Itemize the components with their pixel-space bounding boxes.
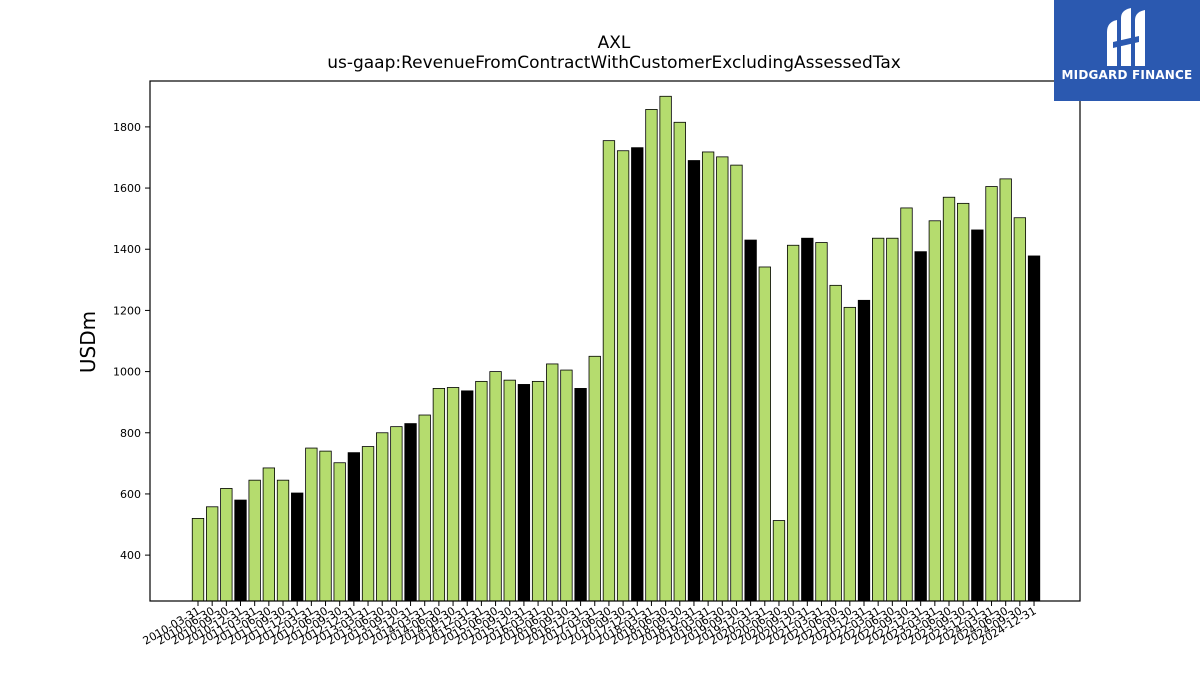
midgard-logo-icon	[1107, 8, 1145, 66]
bar-2016-03-31	[531, 380, 545, 602]
bar-2020-03-31	[758, 266, 771, 602]
bar-2024-06-30	[999, 178, 1012, 602]
bar-2012-12-31	[347, 452, 361, 602]
bar-2016-09-30	[560, 369, 573, 602]
y-axis-label: USDm	[76, 311, 100, 373]
bar-2024-09-30	[1013, 217, 1027, 602]
bar-2013-06-30	[376, 432, 389, 602]
bar-2020-12-31	[801, 237, 814, 602]
bar-2014-09-30	[446, 387, 460, 602]
bar-2012-09-30	[333, 462, 346, 602]
bar-2015-06-30	[489, 371, 502, 602]
y-tick-label: 800	[120, 427, 141, 440]
bar-2021-03-31	[815, 242, 828, 602]
bar-2015-03-31	[475, 380, 488, 602]
bar-2021-12-31	[857, 299, 871, 602]
bar-2017-09-30	[616, 150, 630, 602]
y-tick-label: 1400	[113, 243, 141, 256]
bar-2020-06-30	[772, 520, 786, 602]
y-axis: 400 600 800 1000 1200 1400 1600 1800	[113, 121, 150, 562]
bar-2012-06-30	[319, 450, 332, 602]
plot-frame	[149, 80, 1081, 602]
bar-2019-06-30	[716, 156, 729, 602]
y-tick-label: 1200	[113, 304, 141, 317]
bar-2012-03-31	[305, 447, 318, 602]
bar-2022-09-30	[900, 207, 913, 602]
bar-2017-12-31	[631, 147, 644, 602]
y-tick-label: 1000	[113, 366, 141, 379]
bar-2022-06-30	[886, 237, 899, 602]
bar-2011-12-31	[291, 492, 304, 602]
bar-2018-03-31	[645, 109, 658, 602]
chart-title: AXL	[598, 33, 631, 53]
bar-2017-06-30	[602, 140, 616, 602]
bar-2010-12-31	[234, 499, 247, 602]
bar-2011-06-30	[262, 467, 276, 602]
bar-2017-03-31	[588, 355, 601, 602]
bar-2023-06-30	[942, 196, 956, 602]
bar-2010-03-31	[191, 518, 205, 602]
bar-2024-03-31	[985, 186, 998, 602]
y-tick-label: 600	[120, 488, 141, 501]
chart-subtitle: us-gaap:RevenueFromContractWithCustomerE…	[327, 53, 901, 73]
bars-group	[191, 95, 1041, 602]
bar-2010-09-30	[220, 488, 233, 602]
bar-2014-03-31	[418, 414, 431, 602]
bar-2013-12-31	[404, 423, 417, 602]
bar-2023-09-30	[957, 202, 970, 602]
bar-2022-12-31	[914, 251, 927, 602]
bar-2019-03-31	[701, 151, 715, 602]
bar-2018-12-31	[687, 160, 701, 602]
bar-2018-06-30	[659, 95, 672, 602]
bar-2021-06-30	[829, 284, 842, 602]
bar-2016-12-31	[574, 388, 587, 602]
y-tick-label: 1600	[113, 182, 141, 195]
brand-name: MIDGARD FINANCE	[1061, 68, 1193, 82]
bar-2013-09-30	[390, 426, 403, 602]
bar-2023-03-31	[928, 220, 941, 602]
bar-2023-12-31	[971, 229, 984, 602]
y-tick-label: 400	[120, 549, 141, 562]
bar-2014-06-30	[432, 388, 446, 602]
bar-2013-03-31	[361, 446, 375, 602]
y-tick-label: 1800	[113, 121, 141, 134]
bar-2015-09-30	[503, 379, 516, 602]
bar-2010-06-30	[206, 506, 219, 602]
x-axis: 2010-03-312010-06-302010-09-302010-12-31…	[141, 601, 1039, 648]
bar-2016-06-30	[546, 363, 559, 602]
bar-2022-03-31	[872, 237, 885, 602]
brand-logo: MIDGARD FINANCE	[1054, 0, 1200, 101]
bar-2021-09-30	[843, 306, 856, 602]
bar-2020-09-30	[786, 244, 800, 602]
bar-2011-09-30	[276, 479, 290, 602]
bar-2011-03-31	[248, 479, 261, 602]
bar-2024-12-31	[1027, 255, 1041, 602]
bar-2019-09-30	[730, 164, 743, 602]
bar-2015-12-31	[517, 384, 531, 602]
bar-2014-12-31	[461, 390, 474, 602]
bar-2019-12-31	[744, 239, 757, 602]
bar-2018-09-30	[673, 121, 686, 602]
